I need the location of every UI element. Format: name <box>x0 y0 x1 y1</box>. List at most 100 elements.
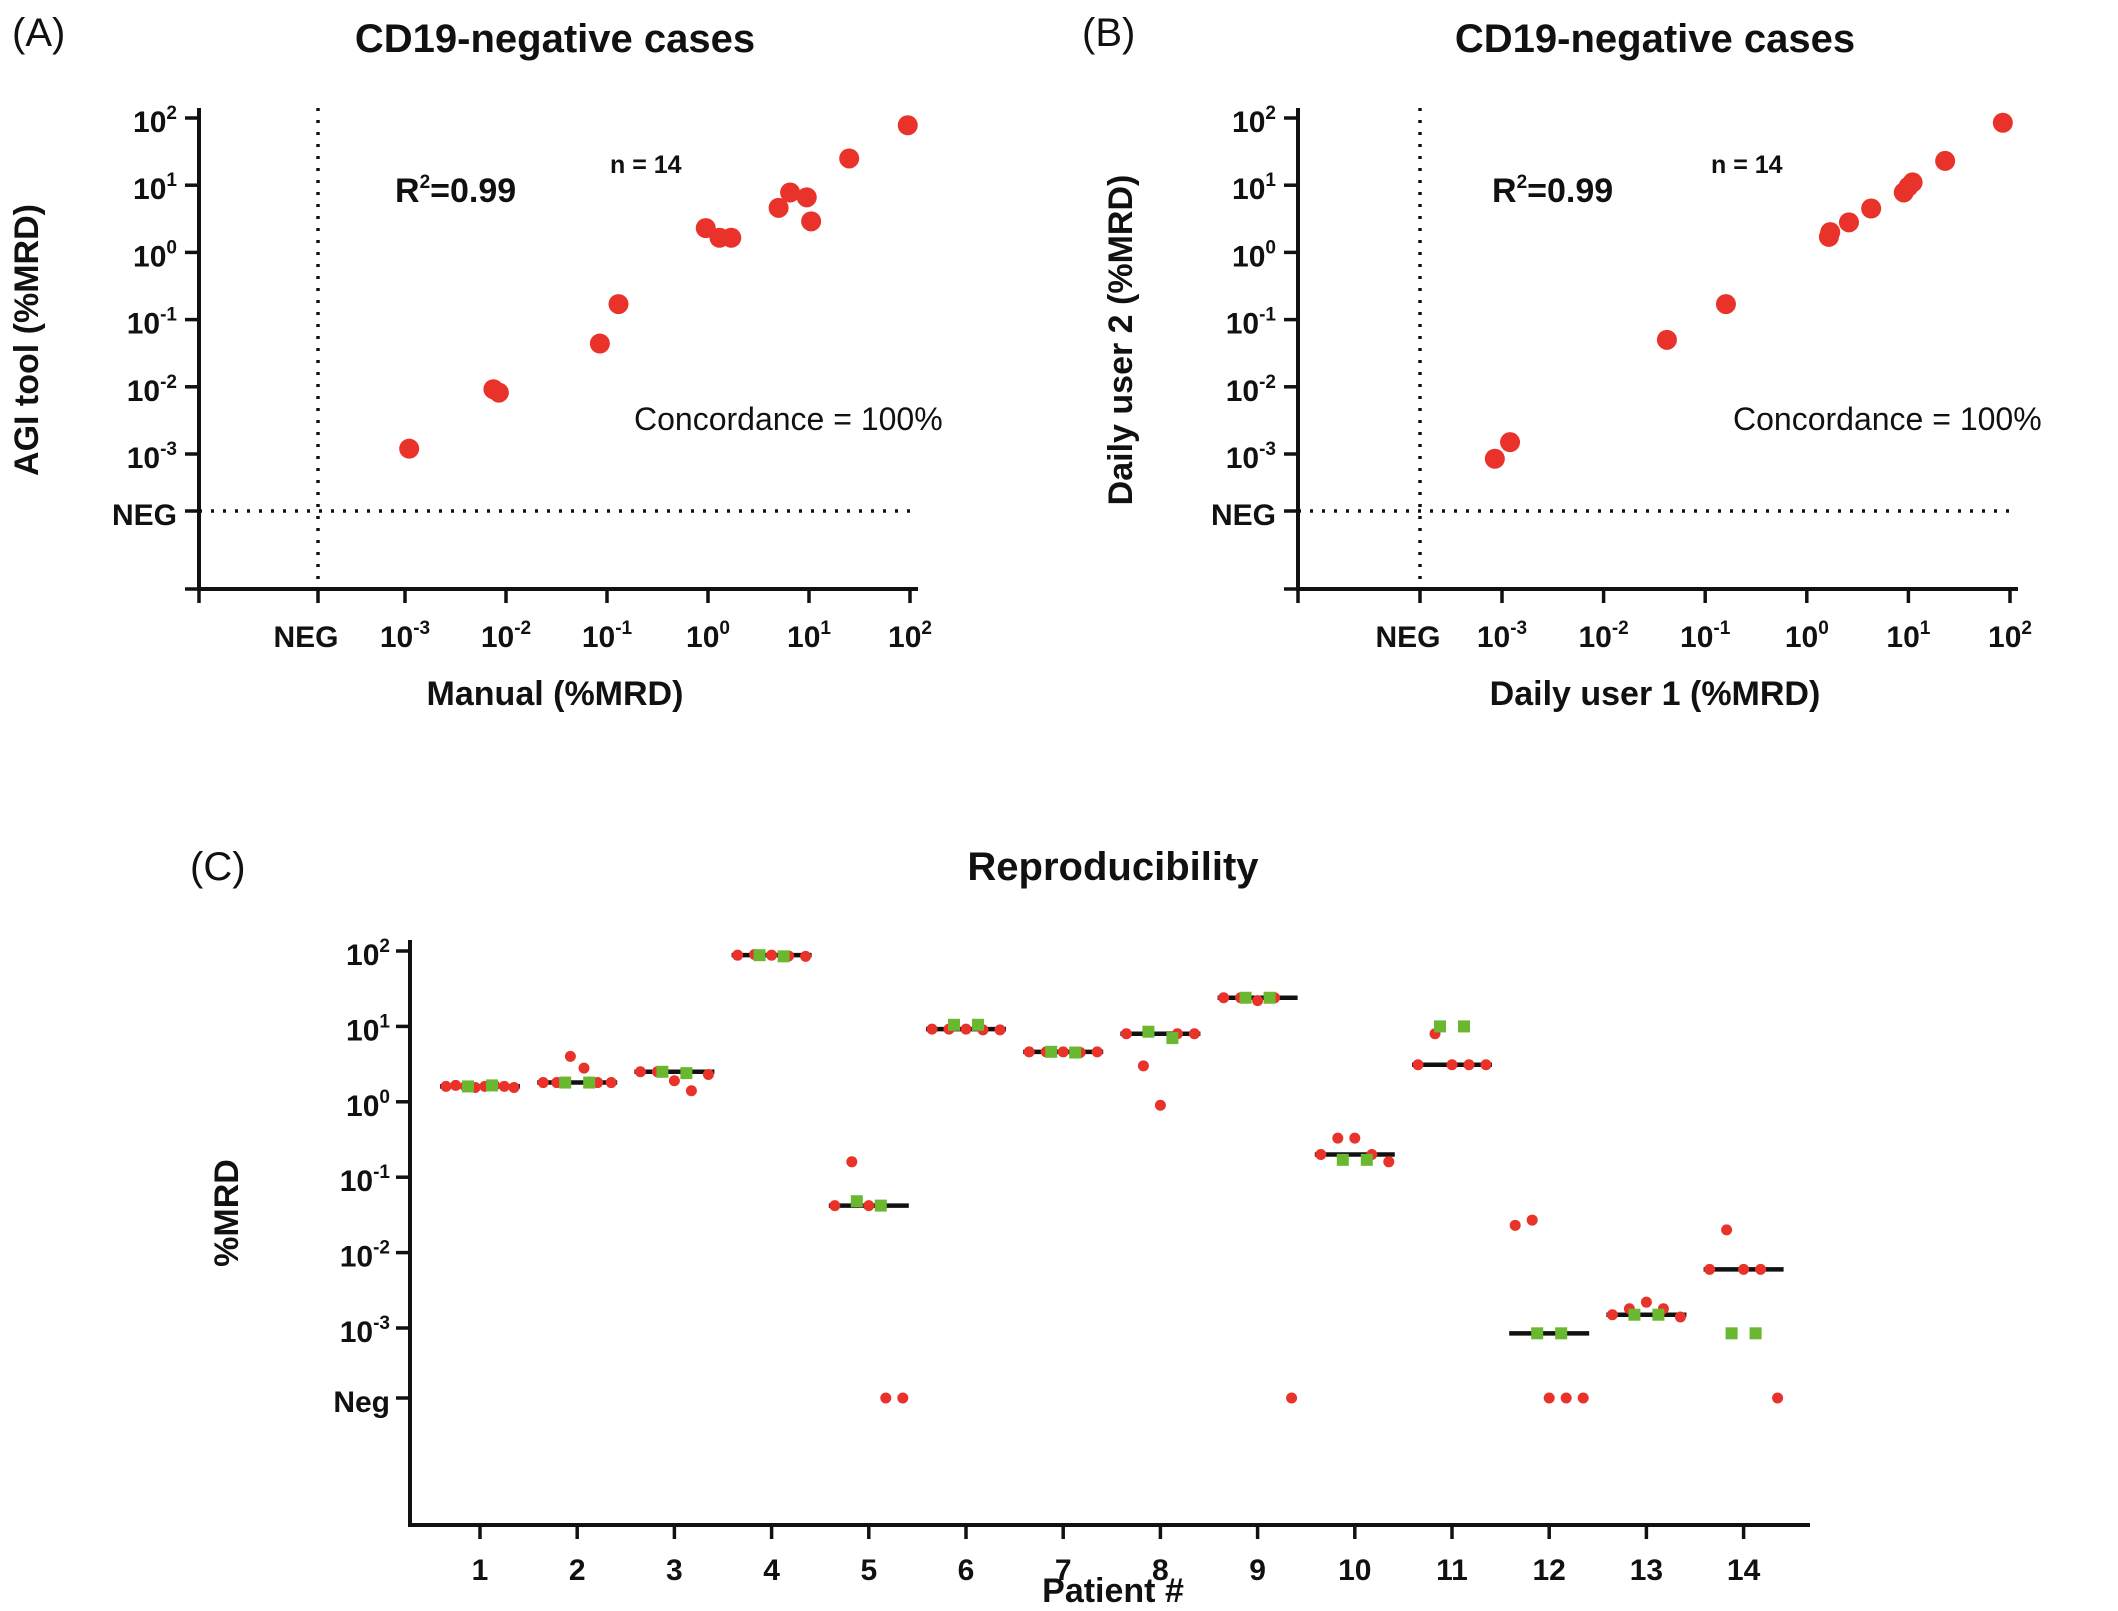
y-tick-label: NEG <box>112 499 177 532</box>
x-tick-label: 14 <box>1727 1554 1761 1587</box>
x-tick-label: NEG <box>273 621 338 654</box>
data-point <box>1656 329 1677 350</box>
replicate-red-point <box>668 1075 680 1087</box>
replicate-green-point <box>680 1067 693 1080</box>
replicate-red-point <box>1640 1296 1652 1308</box>
x-tick-label: 101 <box>1886 618 1930 654</box>
replicate-red-point <box>926 1023 938 1035</box>
data-point <box>1935 150 1956 171</box>
y-tick-label: 102 <box>346 936 390 972</box>
replicate-red-point <box>880 1392 892 1404</box>
x-tick-label: 10-2 <box>1578 618 1628 654</box>
replicate-green-point <box>948 1018 960 1031</box>
replicate-red-point <box>1509 1219 1521 1231</box>
y-tick-label: 10-2 <box>1226 372 1276 408</box>
panel-a-x-axis-label: Manual (%MRD) <box>427 675 684 713</box>
replicate-red-point <box>1057 1046 1069 1058</box>
y-tick-label: 101 <box>133 170 177 206</box>
y-tick-label: 102 <box>1232 103 1276 139</box>
replicate-red-point <box>1315 1149 1327 1161</box>
replicate-green-point <box>850 1195 863 1208</box>
replicate-red-point <box>1704 1263 1716 1275</box>
data-point <box>839 148 860 169</box>
panel-b-title: CD19-negative cases <box>1455 17 1855 61</box>
replicate-green-point <box>559 1076 572 1089</box>
replicate-red-point <box>1772 1392 1784 1404</box>
panel-c-dot-plot: (C) Reproducibility Patient # %MRD Neg 10… <box>190 845 1810 1610</box>
replicate-red-point <box>1137 1060 1149 1072</box>
replicate-green-point <box>1336 1153 1349 1166</box>
x-tick-label: 10-3 <box>380 618 430 654</box>
patient-group <box>537 1050 618 1089</box>
replicate-green-point <box>1458 1020 1470 1033</box>
replicate-red-point <box>960 1023 972 1035</box>
patient-group <box>926 1018 1006 1036</box>
data-point <box>1902 172 1923 193</box>
patient-group <box>1703 1224 1784 1404</box>
replicate-green-point <box>1749 1327 1762 1340</box>
y-tick-label: 101 <box>346 1011 390 1047</box>
replicate-green-point <box>462 1080 474 1093</box>
replicate-red-point <box>685 1085 697 1097</box>
data-point <box>1992 112 2013 133</box>
replicate-red-point <box>800 950 812 962</box>
replicate-red-point <box>1349 1132 1361 1144</box>
replicate-red-point <box>994 1024 1006 1036</box>
panel-a-concordance-annotation: Concordance = 100% <box>634 401 943 437</box>
panel-a-n-annotation: n = 14 <box>610 151 682 179</box>
x-tick-label: 12 <box>1533 1554 1566 1587</box>
y-tick-label: 10-1 <box>1226 305 1277 341</box>
x-tick-label: 102 <box>1988 618 2032 654</box>
x-tick-label: 100 <box>686 618 730 654</box>
replicate-green-point <box>1652 1308 1665 1321</box>
data-point <box>801 211 822 232</box>
data-point <box>768 197 789 218</box>
y-tick-label: 10-2 <box>127 372 177 408</box>
replicate-green-point <box>1263 991 1276 1004</box>
replicate-green-point <box>1725 1327 1738 1340</box>
panel-a-plot-area: NEG 10-3 10-2 10-1 100 101 102 NEG 10-3 10-2 10-1 1… <box>112 103 932 654</box>
replicate-red-point <box>1154 1099 1166 1111</box>
replicate-red-point <box>564 1050 576 1062</box>
replicate-green-point <box>656 1065 669 1078</box>
data-point <box>1484 448 1505 469</box>
replicate-red-point <box>578 1062 590 1074</box>
panel-c-y-axis-label: %MRD <box>208 1159 246 1267</box>
replicate-green-point <box>583 1076 596 1089</box>
replicate-green-point <box>1045 1045 1058 1058</box>
panel-b-y-axis-label: Daily user 2 (%MRD) <box>1102 175 1140 506</box>
replicate-red-point <box>1120 1028 1132 1040</box>
replicate-red-point <box>1188 1028 1200 1040</box>
panel-c-title: Reproducibility <box>967 845 1259 889</box>
replicate-red-point <box>498 1080 510 1092</box>
replicate-red-point <box>1674 1311 1686 1323</box>
replicate-red-point <box>634 1066 646 1078</box>
replicate-green-point <box>1434 1020 1446 1033</box>
patient-group <box>1217 991 1298 1404</box>
panel-b-plot-area: NEG 10-3 10-2 10-1 100 101 102 NEG 10-3 10-2 10-1 1… <box>1211 103 2032 654</box>
replicate-red-point <box>897 1392 909 1404</box>
replicate-red-point <box>1252 995 1264 1007</box>
x-tick-label: 3 <box>666 1554 683 1587</box>
data-point <box>1861 198 1882 219</box>
replicate-red-point <box>1721 1224 1733 1236</box>
replicate-green-point <box>1142 1025 1155 1038</box>
x-tick-label: 100 <box>1785 618 1829 654</box>
x-tick-label: 10-2 <box>481 618 531 654</box>
x-tick-label: 4 <box>763 1554 780 1587</box>
replicate-red-point <box>1606 1309 1618 1321</box>
x-tick-label: 9 <box>1249 1554 1266 1587</box>
y-tick-label: Neg <box>333 1386 390 1419</box>
replicate-green-point <box>486 1079 498 1092</box>
axis-lines <box>408 940 1810 1527</box>
y-tick-label: 10-1 <box>127 305 178 341</box>
replicate-red-point <box>1091 1046 1103 1058</box>
replicate-red-point <box>829 1200 841 1212</box>
x-tick-label: 13 <box>1630 1554 1663 1587</box>
replicate-green-point <box>1069 1046 1082 1059</box>
data-point <box>897 115 918 136</box>
replicate-red-point <box>1463 1059 1475 1071</box>
replicate-red-point <box>1560 1392 1572 1404</box>
y-tick-label: 10-3 <box>1226 439 1276 475</box>
